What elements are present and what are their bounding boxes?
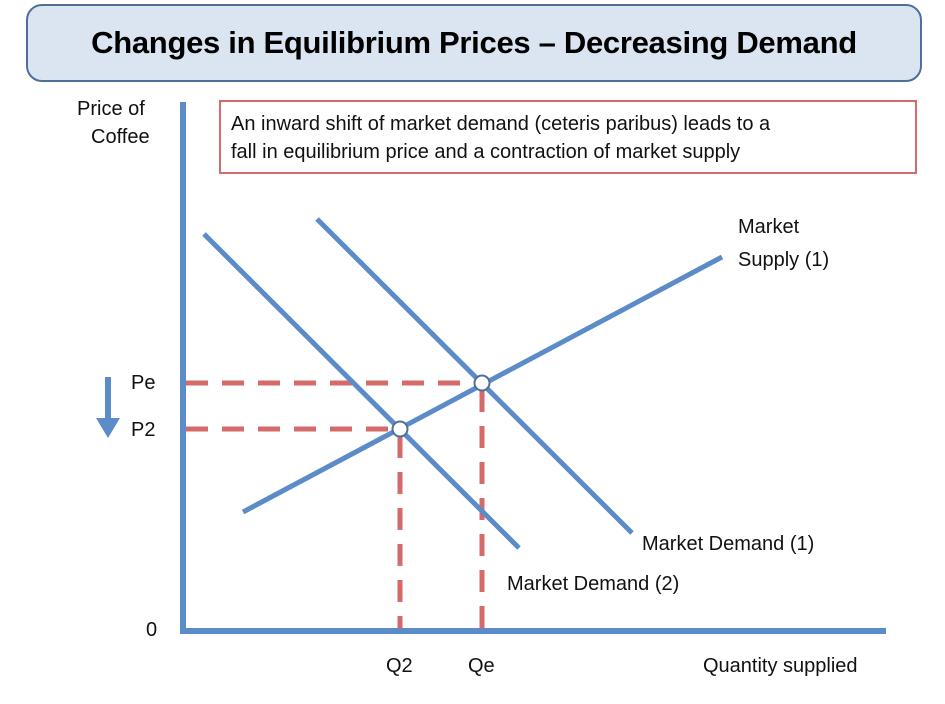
supply-label-line1: Market [738, 216, 800, 238]
y-axis-label-line2: Coffee [91, 126, 150, 148]
diagram-title: Changes in Equilibrium Prices – Decreasi… [91, 25, 857, 60]
origin-label: 0 [146, 619, 158, 641]
demand-1-label: Market Demand (1) [642, 533, 815, 555]
pe-tick-label: Pe [131, 372, 156, 394]
market-demand-2-curve [202, 232, 521, 550]
demand-2-label: Market Demand (2) [507, 573, 680, 595]
supply-label-line2: Supply (1) [738, 249, 830, 271]
equilibrium-point-new [391, 420, 409, 438]
qe-tick-label: Qe [468, 655, 495, 677]
equilibrium-point-original [473, 374, 491, 392]
note-line-1: An inward shift of market demand (ceteri… [231, 113, 771, 135]
down-arrow-icon [96, 377, 120, 438]
x-axis-label: Quantity supplied [703, 655, 858, 677]
p2-tick-label: P2 [131, 419, 156, 441]
q2-tick-label: Q2 [386, 655, 413, 677]
y-axis-label-line1: Price of [77, 98, 145, 120]
title-banner: Changes in Equilibrium Prices – Decreasi… [26, 4, 922, 82]
market-demand-1-curve [315, 217, 634, 535]
note-line-2: fall in equilibrium price and a contract… [231, 141, 741, 163]
explanation-note: An inward shift of market demand (ceteri… [219, 100, 917, 174]
